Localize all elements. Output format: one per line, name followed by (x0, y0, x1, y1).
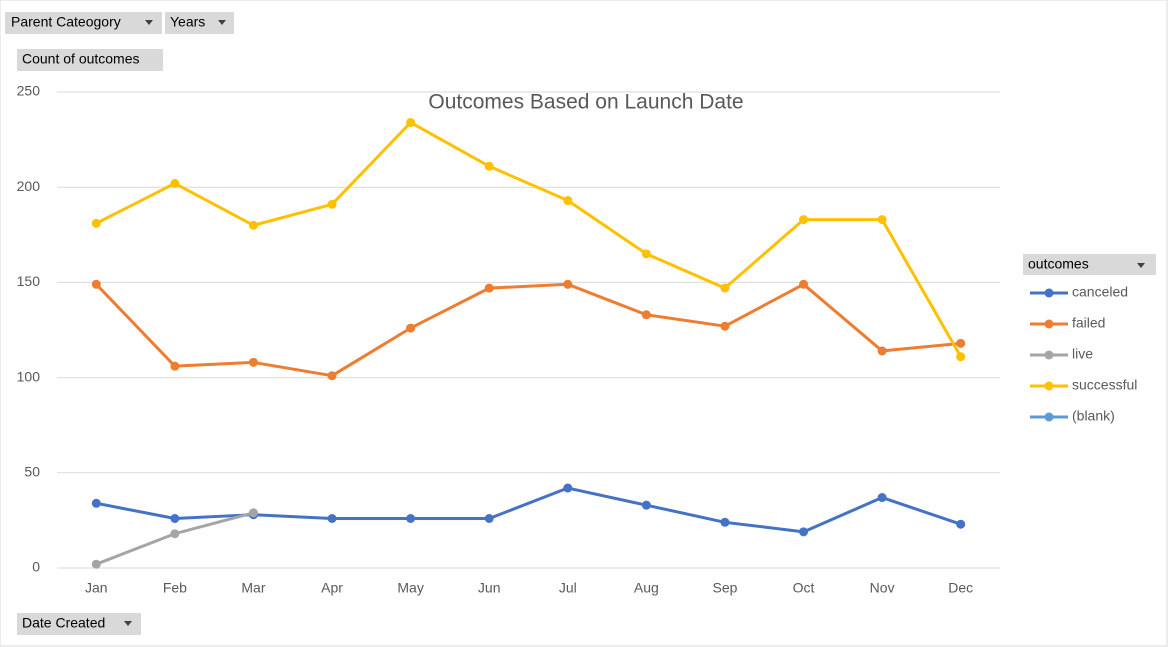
button-bg (5, 12, 162, 34)
y-tick-label: 100 (17, 368, 41, 384)
data-point (91, 218, 101, 228)
data-point (799, 279, 809, 289)
x-tick-label: May (397, 580, 423, 596)
legend-marker (1044, 412, 1054, 422)
data-point (406, 323, 416, 333)
data-point (484, 283, 494, 293)
button-label: Count of outcomes (22, 51, 140, 67)
button-bg (17, 613, 141, 635)
legend-title: outcomes (1028, 256, 1089, 272)
dropdown-arrow (124, 621, 132, 626)
data-point (956, 338, 966, 348)
data-point (170, 178, 180, 188)
legend-marker (1044, 319, 1054, 329)
button-bg (165, 12, 234, 34)
data-point (170, 513, 180, 523)
data-point (91, 498, 101, 508)
data-point (170, 529, 180, 539)
x-tick-label: Nov (870, 580, 895, 596)
data-point (799, 215, 809, 225)
data-point (248, 220, 258, 230)
x-tick-label: Oct (793, 580, 815, 596)
data-point (248, 508, 258, 518)
button-bg (17, 49, 163, 71)
y-tick-label: 150 (17, 273, 41, 289)
data-point (956, 352, 966, 362)
x-tick-label: Apr (321, 580, 343, 596)
filter-button[interactable]: Years (165, 12, 234, 34)
data-point (877, 346, 887, 356)
chart-title: Outcomes Based on Launch Date (428, 91, 743, 114)
legend-label: failed (1072, 315, 1105, 331)
x-tick-label: Sep (712, 580, 737, 596)
data-point (563, 279, 573, 289)
data-point (406, 513, 416, 523)
y-tick-label: 50 (24, 464, 40, 480)
data-point (91, 559, 101, 569)
data-point (484, 513, 494, 523)
y-tick-label: 200 (17, 178, 41, 194)
legend-label: canceled (1072, 284, 1128, 300)
data-point (877, 493, 887, 503)
data-point (956, 519, 966, 529)
data-point (641, 500, 651, 510)
legend-marker (1044, 288, 1054, 298)
x-tick-label: Jan (85, 580, 108, 596)
button-label: Parent Cateogory (11, 14, 121, 30)
data-point (720, 517, 730, 527)
legend-marker (1044, 350, 1054, 360)
series-line (95, 282, 961, 378)
data-point (877, 215, 887, 225)
data-point (563, 483, 573, 493)
legend-label: (blank) (1072, 408, 1115, 424)
dropdown-arrow (1137, 263, 1145, 268)
data-point (720, 321, 730, 331)
series-line (95, 120, 963, 358)
data-point (170, 361, 180, 371)
data-point (641, 249, 651, 259)
y-tick-label: 250 (17, 83, 41, 99)
legend-label: successful (1072, 377, 1137, 393)
x-tick-label: Jul (559, 580, 577, 596)
data-point (327, 513, 337, 523)
dropdown-arrow (145, 20, 153, 25)
x-tick-label: Mar (241, 580, 265, 596)
legend-label: live (1072, 346, 1093, 362)
data-point (91, 279, 101, 289)
legend-header (1023, 254, 1156, 275)
data-point (406, 117, 416, 127)
data-point (720, 283, 730, 293)
x-tick-label: Dec (948, 580, 973, 596)
dropdown-arrow (218, 20, 226, 25)
data-point (327, 199, 337, 209)
button-label: Years (170, 14, 205, 30)
y-tick-label: 0 (32, 559, 40, 575)
x-tick-label: Aug (634, 580, 659, 596)
x-tick-label: Jun (478, 580, 501, 596)
data-point (563, 196, 573, 206)
x-tick-label: Feb (163, 580, 187, 596)
legend-marker (1044, 381, 1054, 391)
legend[interactable]: outcomes canceled failed live successful (bla… (1023, 254, 1156, 424)
data-point (248, 357, 258, 367)
axis-button[interactable]: Date Created (17, 613, 141, 635)
data-point (484, 161, 494, 171)
data-point (799, 527, 809, 537)
data-point (327, 371, 337, 381)
values-button[interactable]: Count of outcomes (17, 49, 163, 71)
button-label: Date Created (22, 615, 105, 631)
filter-button[interactable]: Parent Cateogory (5, 12, 162, 34)
data-point (641, 310, 651, 320)
